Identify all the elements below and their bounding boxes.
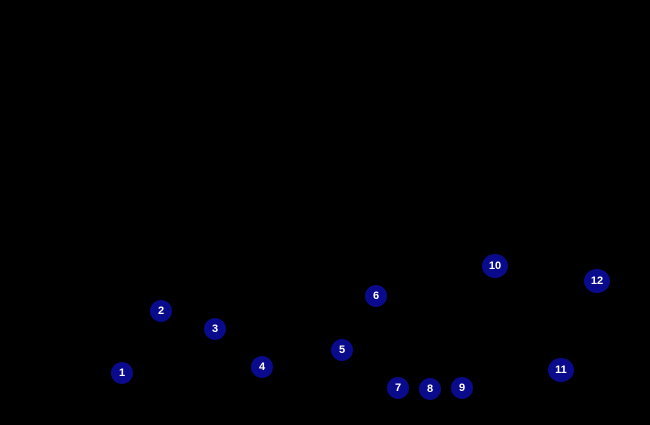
- mark-badge-2[interactable]: 2: [150, 300, 172, 322]
- mark-badge-8[interactable]: 8: [419, 378, 441, 400]
- mark-badge-5[interactable]: 5: [331, 339, 353, 361]
- mark-badge-11[interactable]: 11: [548, 358, 574, 382]
- mark-badge-3[interactable]: 3: [204, 318, 226, 340]
- mark-badge-1[interactable]: 1: [111, 362, 133, 384]
- mark-badge-6[interactable]: 6: [365, 285, 387, 307]
- mark-badge-9[interactable]: 9: [451, 377, 473, 399]
- mark-badge-12[interactable]: 12: [584, 269, 610, 293]
- mark-badge-7[interactable]: 7: [387, 377, 409, 399]
- mark-badge-10[interactable]: 10: [482, 254, 508, 278]
- mark-badge-4[interactable]: 4: [251, 356, 273, 378]
